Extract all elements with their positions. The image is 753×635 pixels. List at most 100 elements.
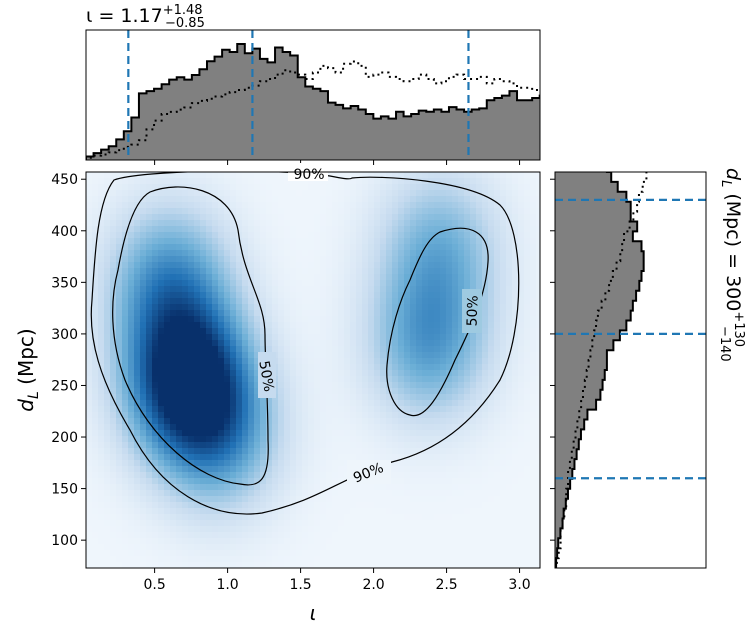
heatmap-cell (152, 424, 159, 431)
heatmap-cell (386, 196, 393, 203)
heatmap-cell (92, 304, 99, 311)
heatmap-cell (194, 376, 201, 383)
heatmap-cell (320, 478, 327, 485)
heatmap-cell (428, 466, 435, 473)
heatmap-cell (404, 436, 411, 443)
heatmap-cell (530, 412, 537, 419)
heatmap-cell (524, 178, 531, 185)
heatmap-cell (536, 508, 540, 515)
heatmap-cell (152, 478, 159, 485)
heatmap-cell (530, 394, 537, 401)
heatmap-cell (200, 172, 207, 179)
heatmap-cell (86, 454, 93, 461)
heatmap-cell (458, 496, 465, 503)
heatmap-cell (386, 184, 393, 191)
heatmap-cell (518, 520, 525, 527)
heatmap-cell (404, 172, 411, 179)
heatmap-cell (500, 478, 507, 485)
heatmap-cell (152, 280, 159, 287)
heatmap-cell (104, 196, 111, 203)
heatmap-cell (356, 532, 363, 539)
heatmap-cell (356, 544, 363, 551)
heatmap-cell (248, 310, 255, 317)
heatmap-cell (524, 262, 531, 269)
heatmap-cell (110, 220, 117, 227)
heatmap-cell (422, 196, 429, 203)
heatmap-cell (272, 196, 279, 203)
heatmap-cell (446, 436, 453, 443)
heatmap-cell (206, 490, 213, 497)
heatmap-cell (254, 430, 261, 437)
heatmap-cell (242, 430, 249, 437)
heatmap-cell (398, 400, 405, 407)
heatmap-cell (380, 514, 387, 521)
heatmap-cell (458, 460, 465, 467)
heatmap-cell (284, 358, 291, 365)
heatmap-cell (446, 334, 453, 341)
heatmap-cell (218, 478, 225, 485)
heatmap-cell (224, 256, 231, 263)
heatmap-cell (188, 472, 195, 479)
heatmap-cell (518, 376, 525, 383)
heatmap-cell (452, 346, 459, 353)
heatmap-cell (452, 388, 459, 395)
heatmap-cell (236, 466, 243, 473)
heatmap-cell (212, 490, 219, 497)
heatmap-cell (176, 472, 183, 479)
heatmap-cell (182, 280, 189, 287)
heatmap-cell (398, 310, 405, 317)
heatmap-cell (110, 460, 117, 467)
heatmap-cell (326, 340, 333, 347)
heatmap-cell (182, 352, 189, 359)
heatmap-cell (146, 406, 153, 413)
heatmap-cell (218, 196, 225, 203)
heatmap-cell (266, 436, 273, 443)
heatmap-cell (524, 256, 531, 263)
heatmap-cell (278, 190, 285, 197)
heatmap-cell (236, 550, 243, 557)
heatmap-cell (404, 214, 411, 221)
heatmap-cell (170, 310, 177, 317)
heatmap-cell (386, 520, 393, 527)
heatmap-cell (92, 556, 99, 563)
heatmap-cell (446, 376, 453, 383)
heatmap-cell (194, 370, 201, 377)
heatmap-cell (416, 460, 423, 467)
heatmap-cell (224, 178, 231, 185)
heatmap-cell (452, 226, 459, 233)
heatmap-cell (482, 376, 489, 383)
heatmap-cell (236, 478, 243, 485)
heatmap-cell (284, 514, 291, 521)
heatmap-cell (398, 376, 405, 383)
heatmap-cell (452, 526, 459, 533)
heatmap-cell (92, 388, 99, 395)
heatmap-cell (494, 550, 501, 557)
heatmap-cell (164, 316, 171, 323)
heatmap-cell (116, 478, 123, 485)
heatmap-cell (368, 316, 375, 323)
heatmap-cell (320, 280, 327, 287)
heatmap-cell (86, 364, 93, 371)
heatmap-cell (296, 256, 303, 263)
heatmap-cell (440, 172, 447, 179)
heatmap-cell (278, 370, 285, 377)
heatmap-cell (434, 304, 441, 311)
heatmap-cell (518, 214, 525, 221)
heatmap-cell (356, 340, 363, 347)
heatmap-cell (266, 544, 273, 551)
heatmap-cell (404, 268, 411, 275)
heatmap-cell (488, 172, 495, 179)
heatmap-cell (518, 550, 525, 557)
heatmap-cell (314, 202, 321, 209)
heatmap-cell (458, 244, 465, 251)
heatmap-cell (452, 322, 459, 329)
heatmap-cell (182, 298, 189, 305)
heatmap-cell (146, 562, 153, 568)
heatmap-cell (536, 208, 540, 215)
heatmap-cell (140, 316, 147, 323)
heatmap-cell (344, 292, 351, 299)
heatmap-cell (122, 442, 129, 449)
heatmap-cell (476, 184, 483, 191)
heatmap-cell (368, 178, 375, 185)
heatmap-cell (182, 502, 189, 509)
